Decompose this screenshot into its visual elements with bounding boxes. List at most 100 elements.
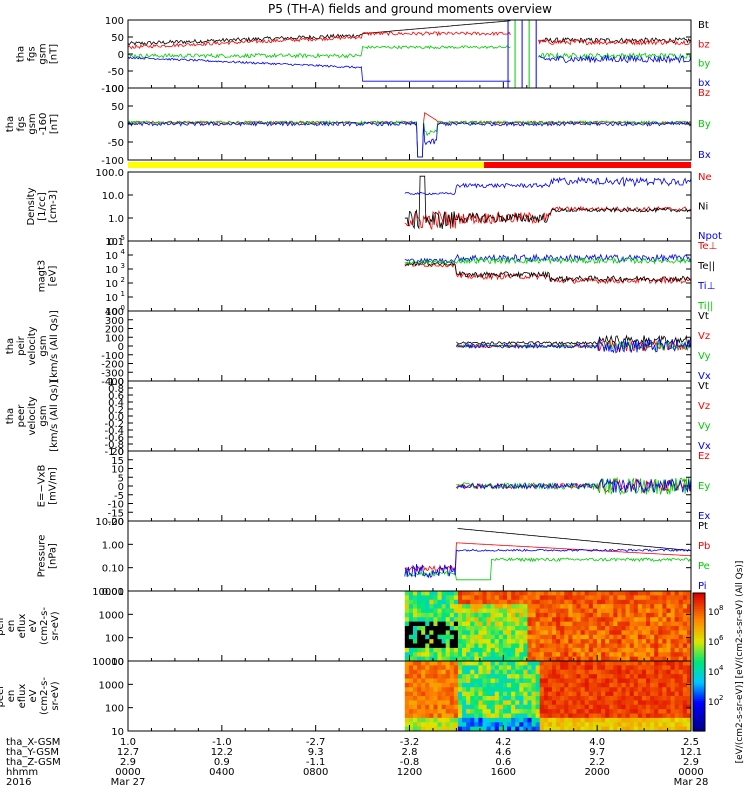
spec-cell xyxy=(404,726,410,732)
spec-cell xyxy=(470,700,475,706)
spec-cell xyxy=(466,621,471,627)
spec-cell xyxy=(584,604,590,609)
spec-cell xyxy=(633,665,639,671)
spec-cell xyxy=(417,652,422,658)
y-axis-label: [nT] xyxy=(49,44,60,64)
spec-cell xyxy=(486,630,492,636)
spec-cell xyxy=(482,713,488,719)
spec-cell xyxy=(568,656,573,662)
spec-cell xyxy=(686,678,692,684)
spec-cell xyxy=(441,722,447,728)
spec-cell xyxy=(486,678,492,684)
spec-cell xyxy=(441,639,447,644)
spec-cell xyxy=(666,621,672,627)
spec-cell xyxy=(556,639,561,644)
spec-cell xyxy=(658,678,663,684)
spec-cell xyxy=(674,647,680,653)
spec-cell xyxy=(580,696,586,701)
spec-cell xyxy=(551,595,557,601)
spec-cell xyxy=(412,595,418,601)
spec-cell xyxy=(596,621,602,627)
spec-cell xyxy=(601,674,606,679)
spec-cell xyxy=(560,612,565,618)
spec-cell xyxy=(641,674,647,679)
spec-cell xyxy=(551,621,557,627)
spec-cell xyxy=(531,704,537,710)
spec-cell xyxy=(527,722,533,728)
spec-cell xyxy=(662,647,667,653)
spec-cell xyxy=(502,700,508,706)
spec-cell xyxy=(457,595,463,601)
legend-Ey: Ey xyxy=(698,481,710,492)
spec-cell xyxy=(507,591,512,596)
spec-cell xyxy=(486,687,492,693)
spec-cell xyxy=(453,717,459,723)
spec-cell xyxy=(490,669,496,675)
spec-cell xyxy=(511,722,516,728)
spec-cell xyxy=(404,612,410,618)
spec-cell xyxy=(609,682,614,688)
spec-cell xyxy=(511,674,516,679)
spec-cell xyxy=(654,687,659,693)
spec-cell xyxy=(523,591,528,596)
spec-cell xyxy=(412,612,418,618)
spec-cell xyxy=(576,691,582,697)
spec-cell xyxy=(551,617,557,623)
spec-cell xyxy=(588,647,594,653)
spec-cell xyxy=(617,626,622,631)
spec-cell xyxy=(433,591,439,596)
spec-cell xyxy=(572,674,578,679)
spec-cell xyxy=(686,722,692,728)
spec-cell xyxy=(658,656,663,662)
spec-cell xyxy=(502,717,508,723)
spec-cell xyxy=(408,595,414,601)
spec-cell xyxy=(437,652,443,658)
spec-cell xyxy=(588,669,594,675)
y-tick-label-exp: 2 xyxy=(121,276,125,284)
spec-cell xyxy=(658,674,663,679)
legend-Vt: Vt xyxy=(698,381,709,392)
spec-cell xyxy=(580,700,586,706)
spec-cell xyxy=(417,626,422,631)
y-axis-label: sr-eV) xyxy=(50,681,61,710)
spec-cell xyxy=(650,722,655,728)
colorbar-cell xyxy=(693,655,705,658)
spec-cell xyxy=(601,643,606,649)
spec-cell xyxy=(543,599,549,605)
spec-cell xyxy=(576,591,582,596)
spec-cell xyxy=(588,696,594,701)
spec-cell xyxy=(449,643,455,649)
spec-cell xyxy=(629,604,635,609)
spec-cell xyxy=(507,682,512,688)
y-axis-label: peer xyxy=(0,684,6,708)
spec-cell xyxy=(678,726,684,732)
spec-cell xyxy=(572,599,578,605)
spec-cell xyxy=(666,674,672,679)
colorbar-cell xyxy=(693,668,705,672)
spec-cell xyxy=(613,643,618,649)
y-tick-label: -0.8 xyxy=(104,440,124,451)
spec-cell xyxy=(470,630,475,636)
spec-cell xyxy=(429,669,434,675)
spec-cell xyxy=(437,722,443,728)
spec-cell xyxy=(670,617,676,623)
spec-cell xyxy=(678,682,684,688)
spec-cell xyxy=(494,612,500,618)
spec-cell xyxy=(650,595,655,601)
spec-cell xyxy=(437,665,443,671)
spec-cell xyxy=(462,647,467,653)
spec-cell xyxy=(674,704,680,710)
spec-cell xyxy=(654,656,659,662)
spec-cell xyxy=(453,709,459,714)
spec-cell xyxy=(412,630,418,636)
series-line-by xyxy=(538,52,692,60)
spec-cell xyxy=(515,713,520,719)
spec-cell xyxy=(417,713,422,719)
spec-cell xyxy=(641,595,647,601)
colorbar-cell xyxy=(693,650,705,654)
spec-cell xyxy=(601,669,606,675)
spec-cell xyxy=(629,626,635,631)
colorbar-tick-label: 10 xyxy=(708,608,720,618)
